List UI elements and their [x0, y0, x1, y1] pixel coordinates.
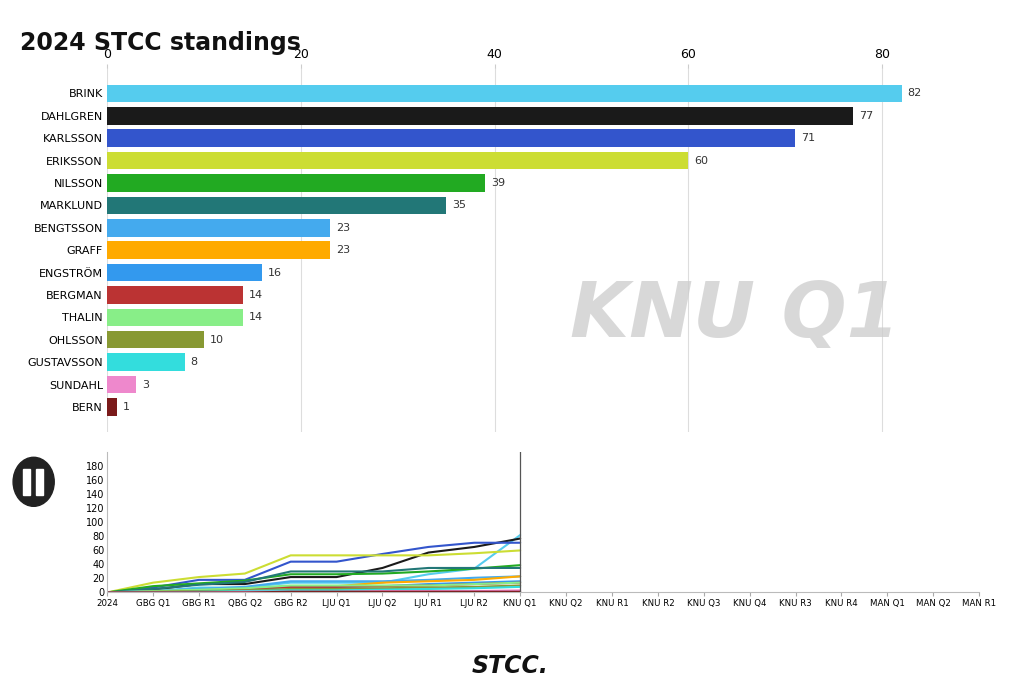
Text: KNU Q1: KNU Q1	[570, 279, 899, 353]
FancyBboxPatch shape	[37, 469, 43, 495]
Text: 16: 16	[268, 268, 281, 278]
Bar	[107, 353, 184, 371]
Text: 1: 1	[122, 402, 129, 412]
Bar	[107, 308, 243, 326]
Text: 23: 23	[335, 245, 350, 255]
Bar	[107, 129, 795, 147]
Bar	[107, 197, 446, 214]
Bar	[107, 331, 204, 349]
Bar	[107, 107, 853, 125]
Bar	[107, 398, 116, 415]
Text: 35: 35	[451, 200, 466, 210]
Text: 8: 8	[191, 357, 198, 367]
Bar	[107, 152, 688, 170]
Text: 71: 71	[800, 133, 814, 143]
Text: STCC.: STCC.	[471, 654, 548, 678]
FancyBboxPatch shape	[23, 469, 31, 495]
Text: 23: 23	[335, 223, 350, 233]
Text: 39: 39	[490, 178, 504, 188]
Text: 77: 77	[858, 111, 872, 121]
Bar	[107, 84, 901, 102]
Bar	[107, 242, 330, 259]
Bar	[107, 376, 136, 394]
Text: 14: 14	[249, 290, 263, 300]
Text: 3: 3	[142, 379, 149, 390]
Circle shape	[13, 458, 54, 507]
Text: 60: 60	[694, 155, 707, 165]
Bar	[107, 219, 330, 236]
Bar	[107, 264, 262, 281]
Text: 14: 14	[249, 313, 263, 322]
Text: 82: 82	[907, 89, 921, 98]
Bar	[107, 174, 485, 192]
Bar	[107, 286, 243, 304]
Text: 10: 10	[210, 335, 223, 345]
Text: 2024 STCC standings: 2024 STCC standings	[20, 31, 301, 54]
